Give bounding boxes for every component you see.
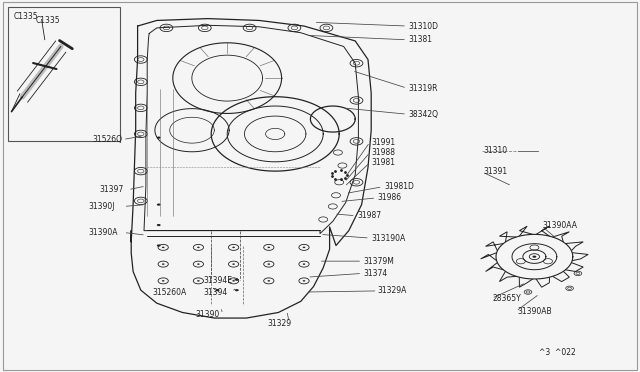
- Text: 31397: 31397: [99, 185, 124, 194]
- Text: 31390: 31390: [195, 310, 220, 319]
- Text: 31988: 31988: [371, 148, 396, 157]
- Text: 31394E: 31394E: [204, 276, 232, 285]
- Bar: [8, 7, 120, 141]
- Circle shape: [197, 263, 200, 265]
- Circle shape: [216, 289, 220, 291]
- Text: 31379M: 31379M: [364, 257, 394, 266]
- Text: 31374: 31374: [364, 269, 388, 278]
- Circle shape: [157, 224, 161, 226]
- Text: 31390A: 31390A: [88, 228, 118, 237]
- Circle shape: [303, 263, 305, 265]
- Circle shape: [268, 247, 270, 248]
- Circle shape: [235, 289, 239, 291]
- Text: 31981D: 31981D: [384, 182, 414, 191]
- Text: 31310D: 31310D: [408, 22, 438, 31]
- Text: C1335: C1335: [14, 12, 38, 21]
- Circle shape: [162, 280, 164, 282]
- Text: 315260A: 315260A: [152, 288, 187, 296]
- Text: 31394: 31394: [204, 288, 228, 296]
- Text: 31319R: 31319R: [408, 84, 438, 93]
- Text: 31329: 31329: [268, 319, 292, 328]
- Text: 38342Q: 38342Q: [408, 110, 438, 119]
- Text: 28365Y: 28365Y: [493, 294, 522, 303]
- Text: 31390AB: 31390AB: [517, 307, 552, 316]
- Text: 313190A: 313190A: [371, 234, 406, 243]
- Circle shape: [162, 247, 164, 248]
- Circle shape: [197, 280, 200, 282]
- Text: C1335: C1335: [35, 16, 60, 25]
- Circle shape: [157, 203, 161, 206]
- Circle shape: [157, 244, 161, 247]
- Circle shape: [303, 280, 305, 282]
- Text: 31381: 31381: [408, 35, 433, 44]
- Circle shape: [157, 137, 161, 139]
- Text: 31991: 31991: [371, 138, 396, 147]
- Text: ^3  ^022: ^3 ^022: [539, 348, 575, 357]
- Circle shape: [303, 247, 305, 248]
- Text: 31986: 31986: [378, 193, 402, 202]
- Text: 31329A: 31329A: [378, 286, 407, 295]
- Circle shape: [532, 256, 536, 258]
- Text: 31310: 31310: [483, 146, 508, 155]
- Circle shape: [197, 247, 200, 248]
- Text: 31526Q: 31526Q: [93, 135, 123, 144]
- Text: 31391: 31391: [483, 167, 508, 176]
- Text: 31987: 31987: [357, 211, 381, 220]
- Circle shape: [232, 263, 235, 265]
- Circle shape: [162, 263, 164, 265]
- Circle shape: [268, 263, 270, 265]
- Text: 31981: 31981: [371, 158, 396, 167]
- Text: 31390AA: 31390AA: [543, 221, 578, 230]
- Circle shape: [232, 280, 235, 282]
- Circle shape: [235, 279, 239, 281]
- Circle shape: [232, 247, 235, 248]
- Text: 31390J: 31390J: [88, 202, 115, 211]
- Circle shape: [268, 280, 270, 282]
